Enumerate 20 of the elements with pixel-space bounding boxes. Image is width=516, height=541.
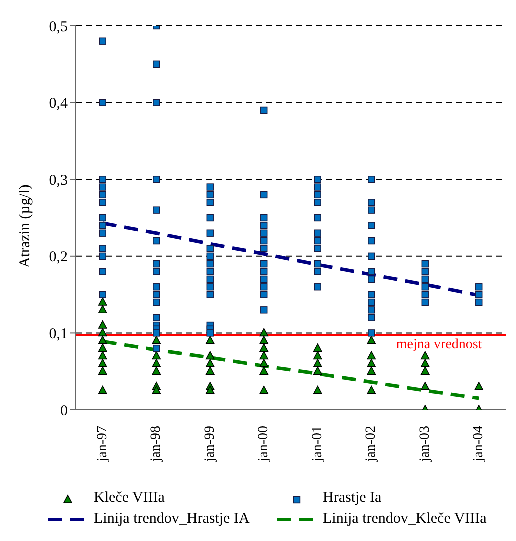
x-tick-label: jan-04 bbox=[472, 426, 487, 463]
y-tick-label: 0,3 bbox=[49, 172, 68, 189]
ref-line-label: mejna vrednost bbox=[396, 338, 482, 353]
y-tick-label: 0,1 bbox=[49, 326, 68, 343]
legend-label: Linija trendov_Hrastje IA bbox=[94, 511, 250, 528]
x-tick-label: jan-02 bbox=[364, 426, 380, 463]
y-tick-label: 0,5 bbox=[49, 19, 68, 36]
legend-label: Kleče VIIIa bbox=[94, 490, 165, 507]
y-axis-title: Atrazin (µg/l) bbox=[17, 184, 34, 268]
x-tick-label: jan-03 bbox=[418, 426, 433, 463]
legend-label: Linija trendov_Kleče VIIIa bbox=[323, 511, 487, 528]
y-tick-label: 0,2 bbox=[49, 250, 68, 266]
x-tick-label: jan-99 bbox=[202, 426, 218, 463]
x-tick-label: jan-98 bbox=[149, 426, 164, 463]
y-tick-label: 0,4 bbox=[49, 96, 68, 112]
legend-label: Hrastje Ia bbox=[323, 490, 382, 507]
y-tick-label: 0 bbox=[60, 403, 68, 420]
x-tick-label: jan-00 bbox=[256, 426, 272, 463]
x-tick-label: jan-97 bbox=[95, 426, 110, 463]
x-tick-label: jan-01 bbox=[310, 426, 326, 463]
